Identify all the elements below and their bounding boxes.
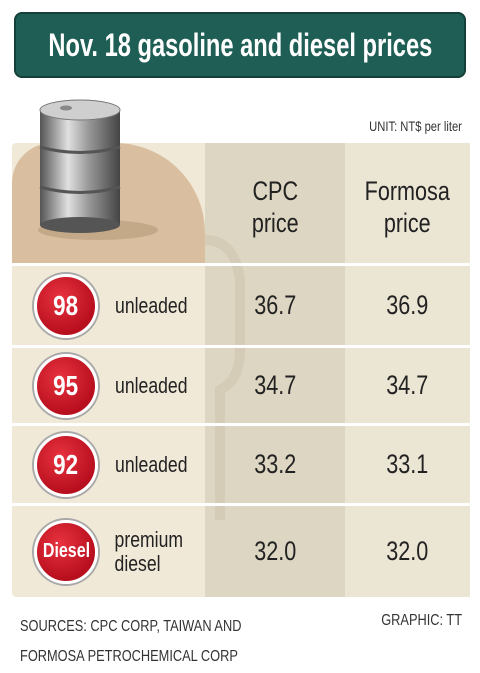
row-label-text: unleaded [115,451,188,477]
pump-nozzle [204,235,245,520]
row-label-text: unleaded [115,292,188,318]
row-separator [12,263,470,266]
row-badge-text: 95 [53,369,79,401]
row-label: premium diesel [106,526,192,576]
row-label: unleaded [106,451,197,477]
column-header: Formosa price [345,175,470,245]
price-cell-text: 32.0 [253,535,297,566]
row-label: unleaded [106,292,197,318]
row-label-text: unleaded [115,372,188,398]
cpc-column [205,143,345,597]
sources-text: SOURCES: CPC CORP, TAIWAN AND FORMOSA PE… [20,618,242,665]
row-badge-text: 92 [53,448,79,480]
row-label-text: premium diesel [114,526,184,576]
price-cell-text: 33.2 [253,448,297,479]
price-cell-text: 33.1 [386,448,429,479]
title-bar: Nov. 18 gasoline and diesel prices [14,12,466,78]
row-badge-text: 98 [53,289,79,321]
price-cell-text: 32.0 [386,535,429,566]
credit-text: GRAPHIC: TT [381,612,462,629]
price-cell-text: 36.9 [386,289,429,320]
unit: UNIT: NT$ per liter [346,118,462,134]
price-cell: 33.1 [345,449,470,480]
row-badge: Diesel [34,519,98,584]
price-cell: 32.0 [345,536,470,567]
price-cell: 36.7 [205,290,345,321]
column-header-text: Formosa price [364,176,451,238]
title: Nov. 18 gasoline and diesel prices [48,26,432,63]
credit: GRAPHIC: TT [361,606,462,636]
price-cell-text: 34.7 [386,369,429,400]
price-cell: 36.9 [345,290,470,321]
row-separator [12,503,470,506]
sources: SOURCES: CPC CORP, TAIWAN AND FORMOSA PE… [20,612,320,672]
column-header-text: CPC price [251,176,299,238]
price-cell: 32.0 [205,536,345,567]
row-badge: 98 [34,273,98,338]
row-badge: 95 [34,353,98,418]
row-separator [12,423,470,426]
price-cell-text: 34.7 [253,369,297,400]
row-label: unleaded [106,372,197,398]
price-cell: 34.7 [205,370,345,401]
column-header: CPC price [205,175,345,245]
row-badge-text: Diesel [42,540,90,562]
price-cell: 33.2 [205,449,345,480]
row-separator [12,345,470,348]
row-badge: 92 [34,432,98,497]
price-cell-text: 36.7 [253,289,297,320]
formosa-column [345,143,470,597]
unit-text: UNIT: NT$ per liter [369,118,462,134]
barrel-icon [38,99,158,240]
price-cell: 34.7 [345,370,470,401]
